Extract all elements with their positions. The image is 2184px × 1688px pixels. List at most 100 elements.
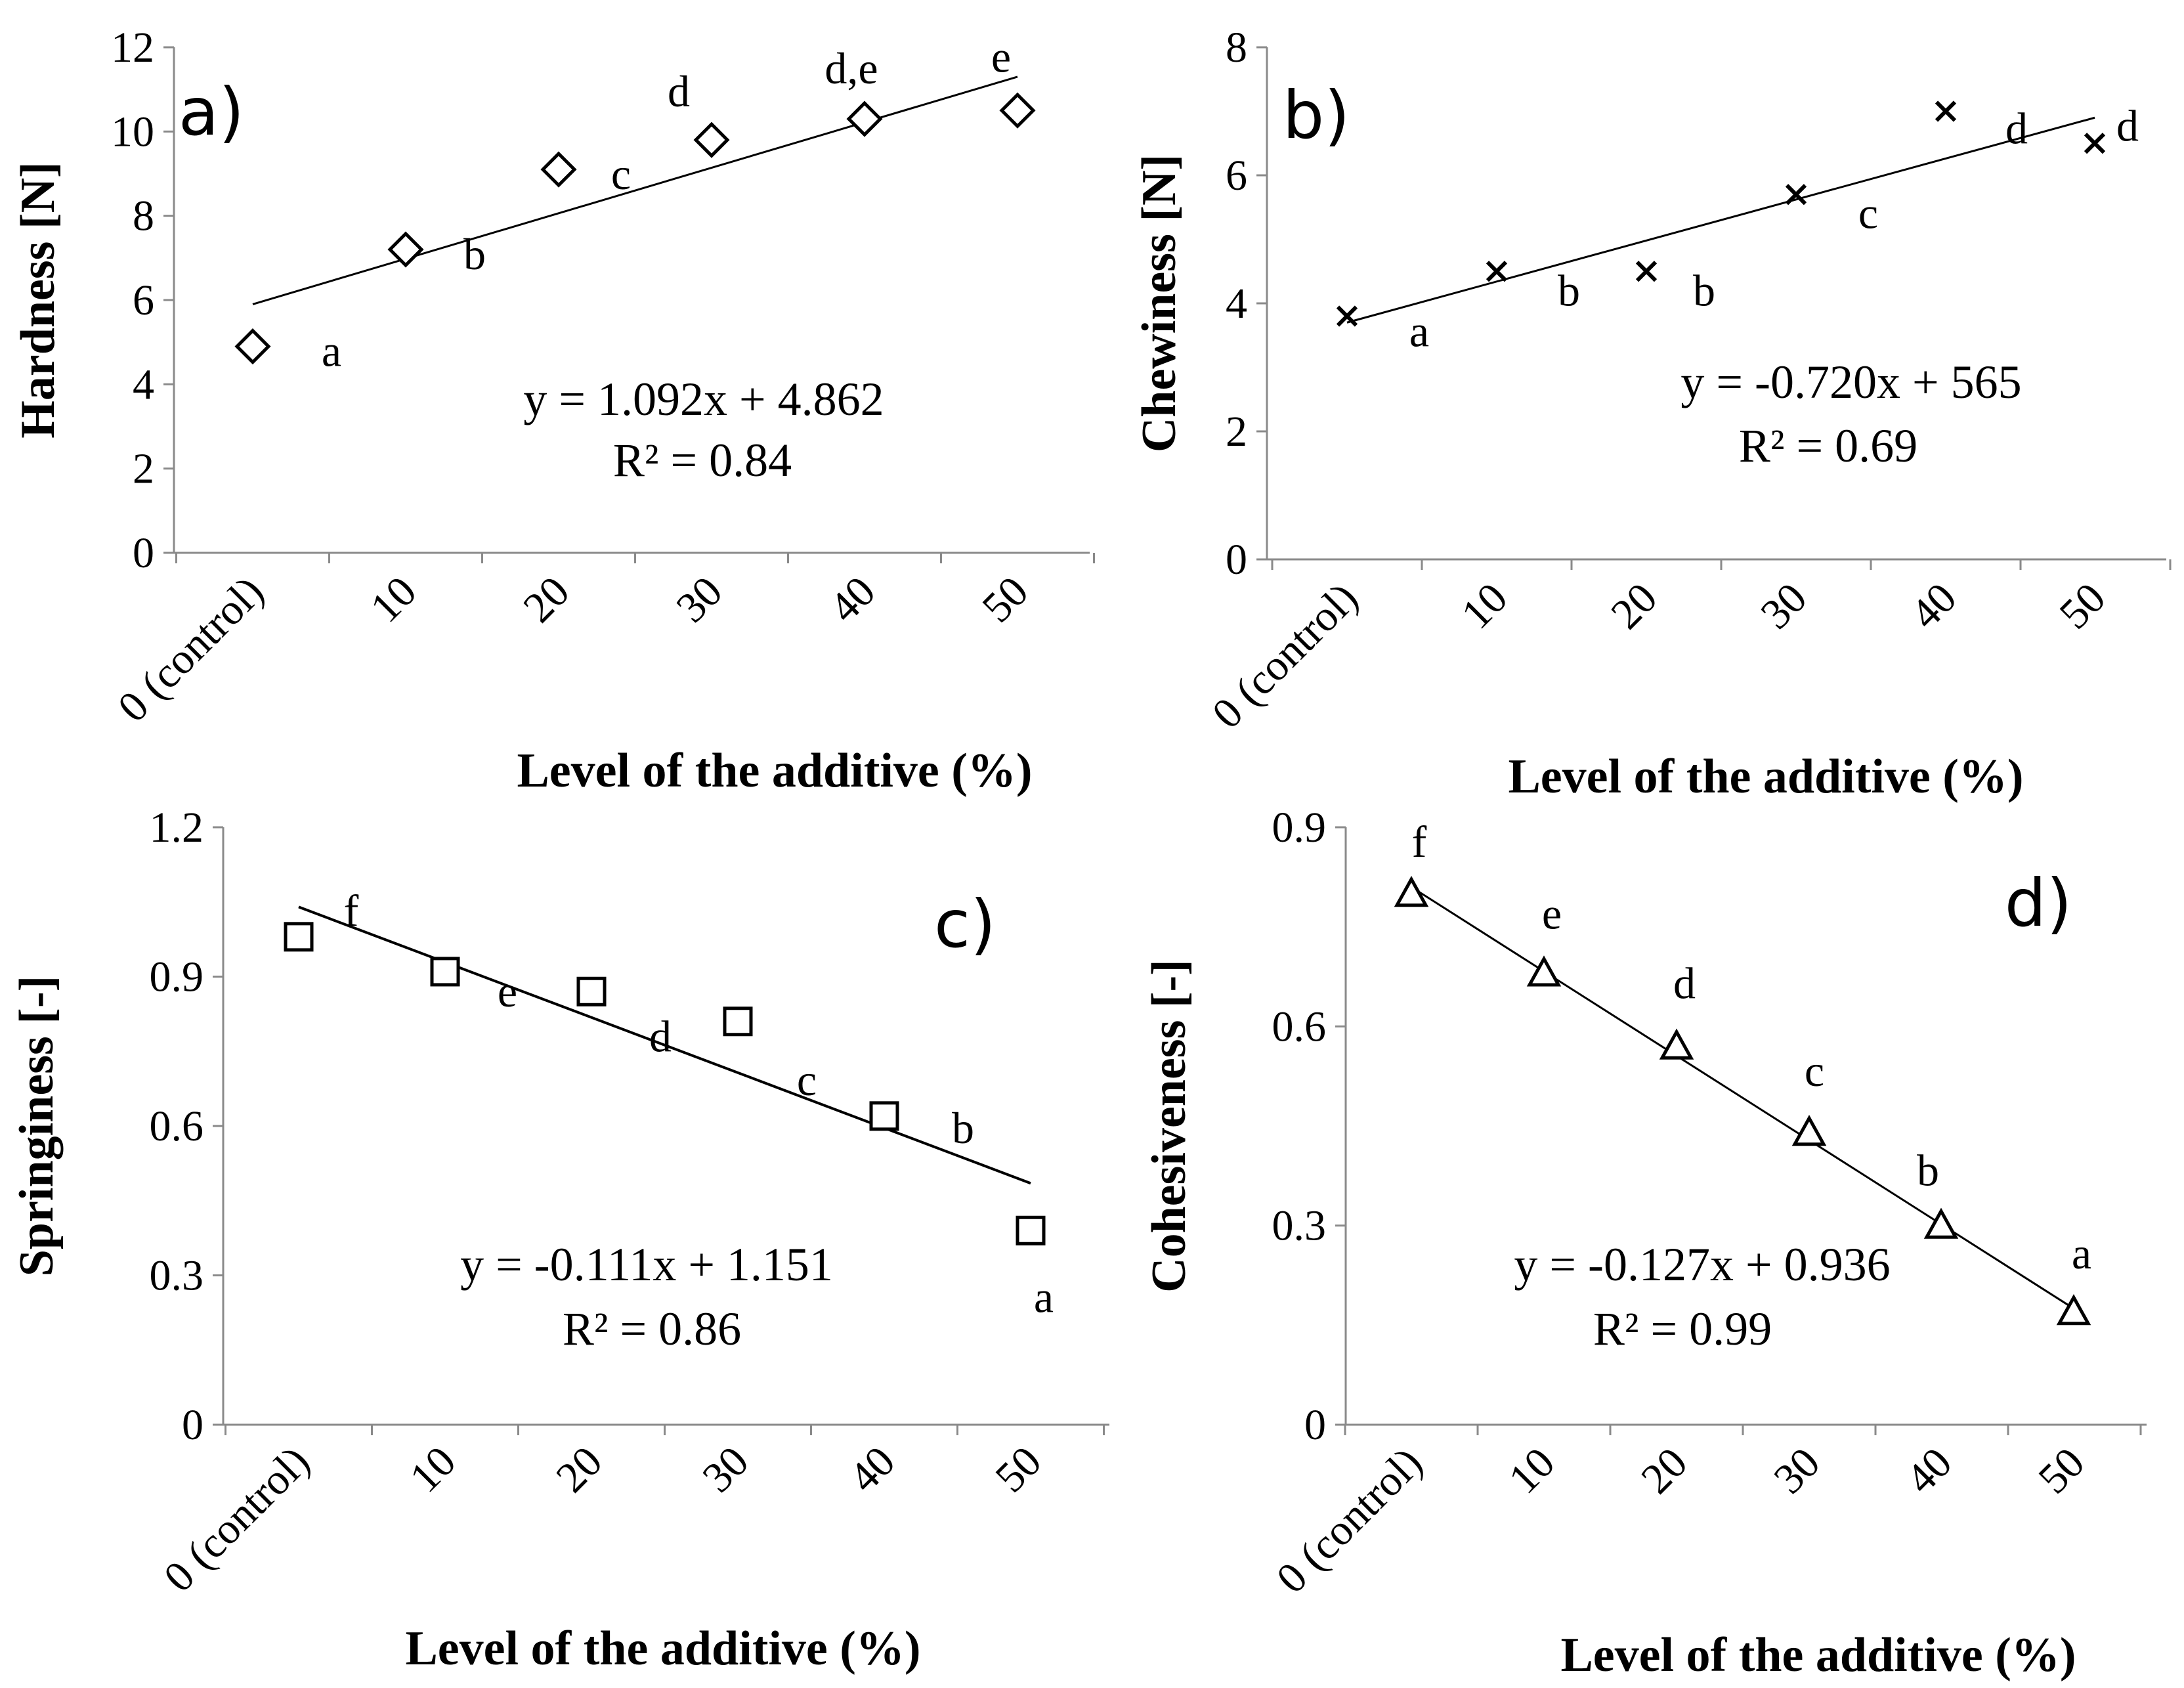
x-tick-label: 30 bbox=[1765, 1439, 1829, 1503]
significance-letter: a bbox=[1034, 1272, 1054, 1322]
significance-letter: d bbox=[668, 66, 690, 116]
significance-letter: d bbox=[1673, 959, 1696, 1008]
data-point bbox=[1486, 261, 1508, 282]
y-axis-label: Hardness [N] bbox=[11, 162, 65, 438]
data-point bbox=[999, 92, 1036, 129]
significance-letter: d,e bbox=[824, 43, 878, 93]
x-tick-label: 0 (control) bbox=[109, 567, 273, 731]
regression-equation: y = -0.127x + 0.936 bbox=[1514, 1238, 1890, 1291]
data-point bbox=[1791, 1114, 1827, 1146]
data-point bbox=[387, 231, 424, 268]
panel-label: a) bbox=[179, 74, 244, 150]
x-axis-label: Level of the additive (%) bbox=[517, 744, 1032, 798]
y-tick-label: 10 bbox=[111, 108, 154, 156]
y-tick-label: 0 bbox=[133, 529, 154, 577]
y-tick-label: 0.9 bbox=[1272, 804, 1327, 852]
significance-letter: f bbox=[344, 886, 359, 936]
data-point bbox=[2056, 1293, 2091, 1326]
data-point bbox=[1785, 184, 1807, 206]
data-point bbox=[1923, 1207, 1959, 1239]
x-tick-label: 50 bbox=[973, 567, 1037, 632]
trend-line bbox=[298, 905, 1031, 1185]
data-point bbox=[1659, 1028, 1694, 1060]
y-tick-label: 0.6 bbox=[150, 1102, 204, 1150]
y-tick-label: 8 bbox=[1226, 24, 1247, 72]
data-point bbox=[2084, 133, 2106, 154]
y-tick-label: 2 bbox=[1226, 408, 1247, 456]
y-tick-label: 0 bbox=[1304, 1401, 1326, 1449]
x-tick-label: 50 bbox=[2029, 1439, 2093, 1503]
panel-label: d) bbox=[2005, 865, 2072, 941]
significance-letter: c bbox=[611, 149, 631, 199]
x-tick-label: 50 bbox=[986, 1437, 1050, 1502]
x-tick-label: 0 (control) bbox=[155, 1437, 319, 1601]
x-tick-label: 40 bbox=[840, 1437, 904, 1502]
significance-letter: c bbox=[797, 1055, 817, 1105]
y-tick-label: 0.9 bbox=[150, 953, 204, 1001]
y-axis-label: Cohesiveness [-] bbox=[1142, 959, 1196, 1293]
data-point bbox=[846, 100, 883, 137]
x-tick-label: 30 bbox=[667, 567, 731, 632]
significance-letter: c bbox=[1858, 188, 1878, 238]
r-squared: R² = 0.86 bbox=[563, 1303, 741, 1355]
significance-letter: b bbox=[1558, 265, 1580, 315]
significance-letter: e bbox=[991, 32, 1011, 81]
regression-equation: y = 1.092x + 4.862 bbox=[523, 373, 884, 425]
x-tick-label: 10 bbox=[1499, 1439, 1564, 1503]
significance-letter: b bbox=[1917, 1146, 1939, 1196]
x-tick-label: 20 bbox=[1602, 574, 1666, 638]
data-point bbox=[1935, 100, 1957, 122]
x-tick-label: 20 bbox=[514, 567, 578, 632]
significance-letter: d bbox=[2005, 104, 2028, 154]
x-tick-label: 20 bbox=[547, 1437, 611, 1502]
x-tick-label: 40 bbox=[1901, 574, 1965, 638]
y-axis-label: Springiness [-] bbox=[10, 976, 64, 1276]
data-point bbox=[1526, 955, 1562, 987]
r-squared: R² = 0.99 bbox=[1593, 1303, 1772, 1355]
y-tick-label: 2 bbox=[133, 445, 154, 493]
chart-panel-4: 0 0.3 0.6 0.9 0 (control) 10 20 30 40 50 f e d c b a d) y… bbox=[1142, 804, 2147, 1682]
significance-letter: a bbox=[2072, 1228, 2091, 1278]
y-tick-label: 0 bbox=[1226, 536, 1247, 584]
x-tick-label: 30 bbox=[1751, 574, 1816, 638]
x-tick-label: 20 bbox=[1632, 1439, 1696, 1503]
x-tick-label: 10 bbox=[1452, 574, 1516, 638]
x-tick-label: 40 bbox=[1896, 1439, 1961, 1503]
y-tick-label: 0 bbox=[182, 1401, 203, 1449]
chart-panel-1: 0 2 4 6 8 10 12 0 (control) 10 20 30 40 50 a b cd d,e e a)… bbox=[11, 24, 1095, 798]
y-tick-label: 0.3 bbox=[1272, 1202, 1327, 1250]
y-tick-label: 0.6 bbox=[1272, 1003, 1327, 1050]
data-point bbox=[430, 957, 460, 987]
y-tick-label: 6 bbox=[1226, 152, 1247, 200]
x-tick-label: 10 bbox=[400, 1437, 465, 1502]
significance-letter: a bbox=[1409, 307, 1429, 357]
y-tick-label: 1.2 bbox=[150, 804, 204, 852]
y-tick-label: 0.3 bbox=[150, 1252, 204, 1300]
significance-letter: e bbox=[498, 966, 517, 1016]
significance-letter: f bbox=[1412, 817, 1427, 867]
x-tick-label: 0 (control) bbox=[1268, 1439, 1432, 1603]
x-tick-label: 10 bbox=[361, 567, 425, 632]
x-tick-label: 40 bbox=[820, 567, 884, 632]
data-point bbox=[1016, 1215, 1046, 1245]
r-squared: R² = 0.84 bbox=[613, 434, 792, 487]
significance-letter: e bbox=[1542, 888, 1562, 938]
panel-label: b) bbox=[1283, 77, 1350, 154]
data-point bbox=[1635, 261, 1658, 282]
y-tick-label: 4 bbox=[133, 360, 154, 408]
significance-letter: c bbox=[1805, 1046, 1824, 1096]
trend-line bbox=[1411, 886, 2074, 1310]
x-axis-label: Level of the additive (%) bbox=[1560, 1628, 2076, 1682]
chart-panel-2: 0 2 4 6 8 0 (control) 10 20 30 40 50 a b b c d d b) y = -0… bbox=[1132, 24, 2172, 804]
data-point bbox=[869, 1101, 899, 1131]
trend-line bbox=[1346, 116, 2095, 324]
data-point bbox=[1394, 875, 1429, 907]
data-point bbox=[284, 922, 314, 952]
significance-letter: b bbox=[1693, 265, 1715, 315]
significance-letter: d bbox=[2116, 100, 2139, 150]
y-tick-label: 12 bbox=[111, 24, 154, 72]
y-axis-label: Chewiness [N] bbox=[1132, 154, 1186, 452]
data-point bbox=[540, 151, 577, 188]
